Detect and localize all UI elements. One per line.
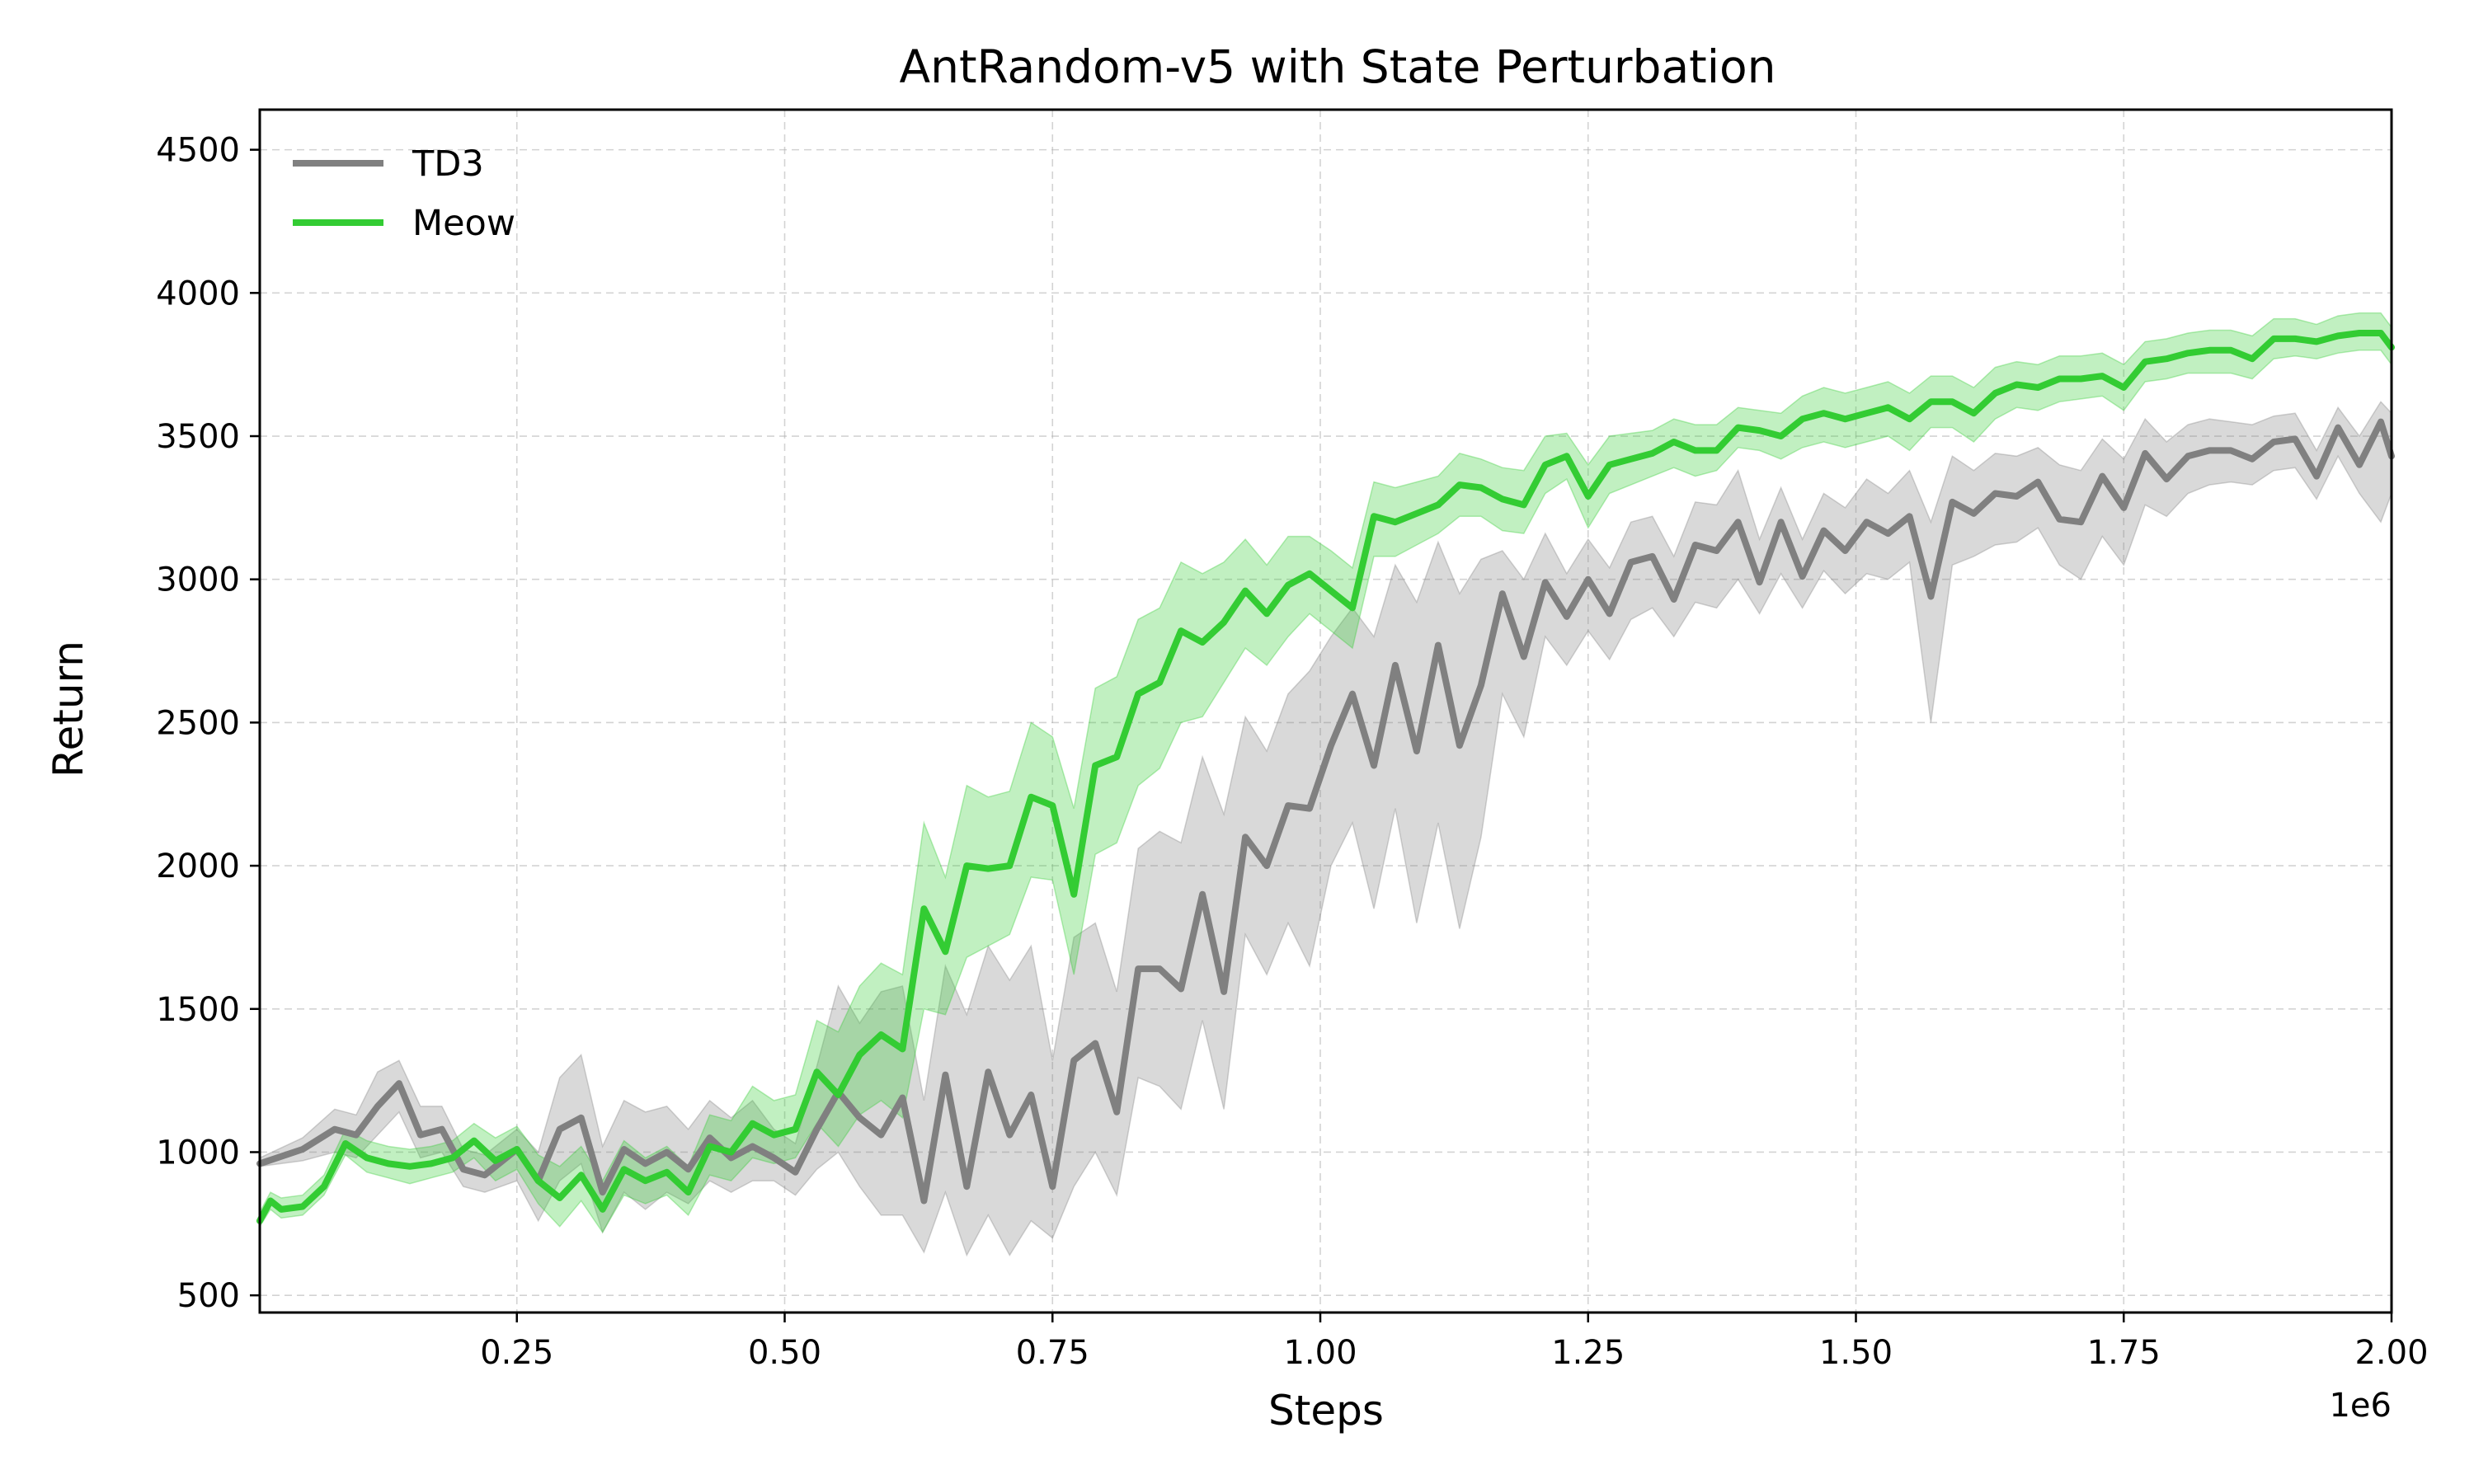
x-tick-label: 0.50 [748,1334,821,1372]
y-tick-label: 3500 [156,418,240,456]
y-tick-label: 4000 [156,275,240,312]
y-tick-label: 500 [177,1277,240,1315]
y-tick-label: 3000 [156,561,240,599]
x-tick-label: 1.25 [1551,1334,1625,1372]
y-tick-label: 1000 [156,1134,240,1172]
plot-frame [258,108,2393,1314]
x-tick-label: 1.00 [1283,1334,1357,1372]
grid [260,110,2392,1313]
y-tick-label: 4500 [156,132,240,170]
meow-series-line [256,330,2395,1224]
x-tick-label: 2.00 [2354,1334,2428,1372]
x-tick-label: 1.75 [2087,1334,2161,1372]
series-lines [256,330,2395,1224]
chart-title: AntRandom-v5 with State Perturbation [899,40,1776,93]
legend-label-meow: Meow [412,203,515,244]
y-tick-label: 2000 [156,848,240,885]
y-tick-label: 2500 [156,704,240,742]
x-axis-ticks: 0.25 0.50 0.75 1.00 1.25 1.50 1.75 2.00 [480,1313,2429,1372]
x-tick-label: 0.25 [480,1334,553,1372]
y-axis-label: Return [45,641,92,777]
y-tick-label: 1500 [156,991,240,1029]
legend-label-td3: TD3 [412,143,484,185]
td3-series-line [256,418,2395,1205]
x-tick-label: 1.50 [1819,1334,1893,1372]
x-tick-label: 0.75 [1016,1334,1089,1372]
legend: TD3 Meow [293,143,515,244]
x-axis-label: Steps [1268,1387,1384,1435]
x-axis-offset-label: 1e6 [2329,1387,2392,1425]
y-axis-ticks: 500 1000 1500 2000 2500 3000 3500 4000 4500 [156,132,260,1315]
